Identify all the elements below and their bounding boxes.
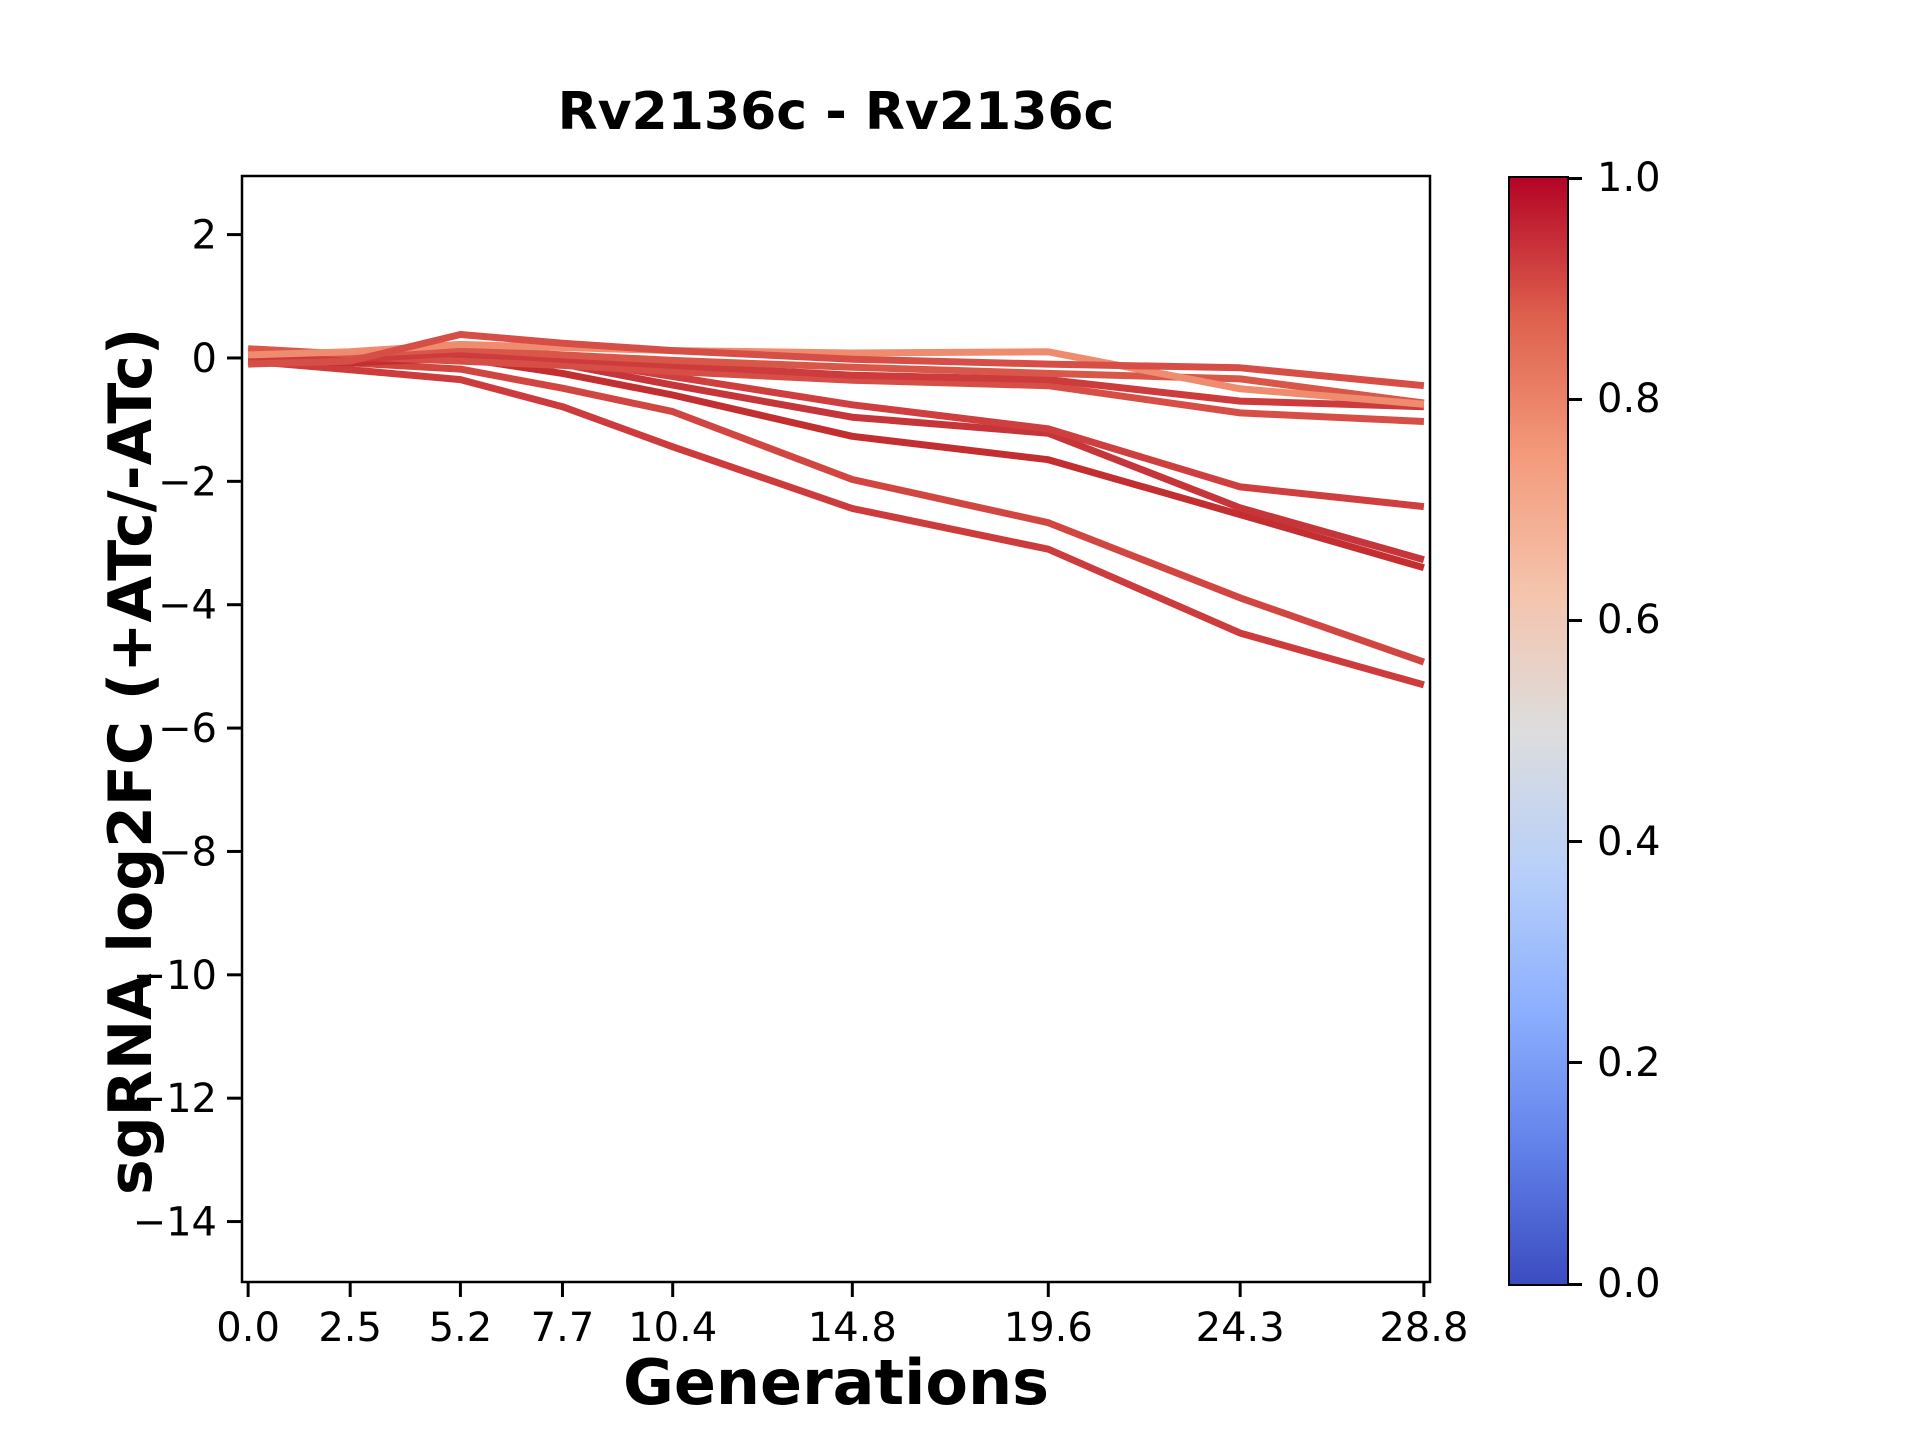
colorbar-tick-label: 0.6 [1597,597,1661,644]
y-tick-label: −14 [133,1200,217,1246]
x-tick-label: 19.6 [1004,1305,1093,1351]
colorbar-tick [1567,397,1582,401]
series-line-4 [247,351,1425,564]
series-line-10 [247,331,1425,390]
series-line-2 [247,354,1426,666]
y-tick-label: −12 [133,1076,217,1122]
series-line-1 [247,357,1425,689]
y-tick-label: −8 [158,829,217,875]
x-tick-label: 14.8 [808,1305,897,1351]
colorbar-gradient [1510,178,1567,1284]
colorbar-tick [1567,1061,1582,1065]
x-tick-label: 24.3 [1196,1305,1285,1351]
colorbar-tick [1567,840,1582,844]
series-line-7 [248,349,1425,411]
colorbar-tick-label: 1.0 [1597,155,1661,201]
colorbar-tick [1567,1282,1582,1286]
chart-title: Rv2136c - Rv2136c [557,82,1115,142]
x-tick-label: 28.8 [1379,1305,1468,1351]
y-tick-label: −6 [158,706,217,752]
colorbar-tick [1567,176,1582,180]
x-tick-label: 7.7 [531,1305,595,1351]
colorbar-tick-label: 0.0 [1597,1261,1661,1307]
x-tick-label: 5.2 [429,1305,493,1351]
y-tick-label: 0 [192,336,217,382]
y-tick-label: 2 [192,213,217,259]
colorbar-tick-label: 0.4 [1597,818,1661,865]
y-tick-label: −2 [158,459,217,505]
colorbar-tick [1567,618,1582,622]
y-tick-label: −10 [133,953,217,999]
colorbar [1508,176,1569,1286]
colorbar-tick-label: 0.2 [1597,1039,1661,1086]
y-tick-label: −4 [158,583,217,629]
colorbar-tick-label: 0.8 [1597,376,1661,423]
x-tick-label: 0.0 [216,1305,280,1351]
x-tick-label: 10.4 [628,1305,717,1351]
x-axis-label: Generations [622,1346,1050,1419]
x-tick-label: 2.5 [318,1305,382,1351]
